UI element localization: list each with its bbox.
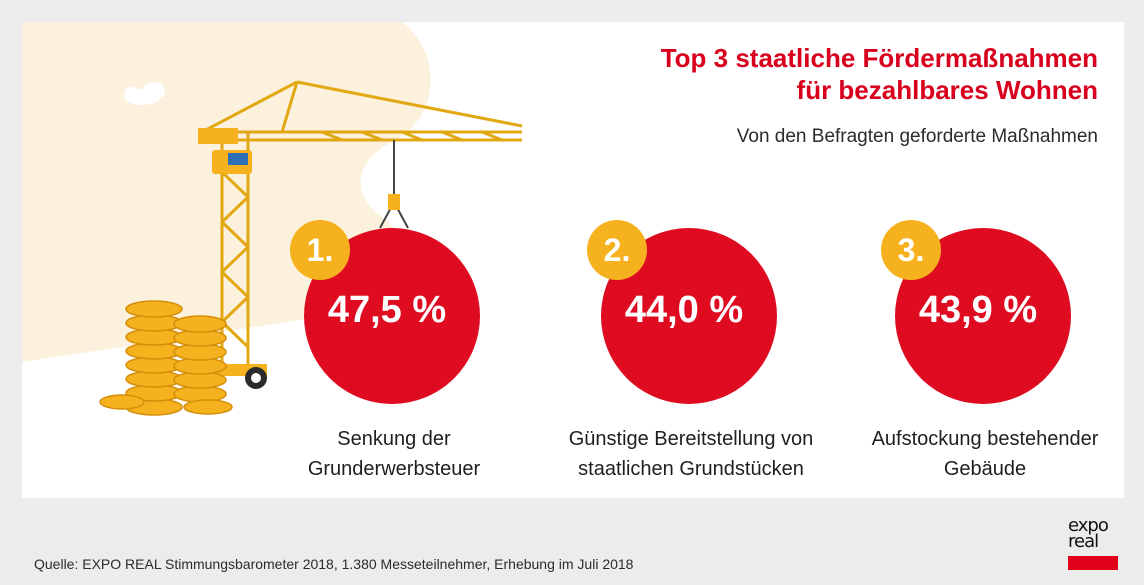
logo-bar (1068, 556, 1118, 570)
logo-line-2: real (1068, 531, 1099, 552)
metric-label: Aufstockung bestehender Gebäude (835, 424, 1124, 484)
metric-label-line-1: Aufstockung bestehender (871, 428, 1099, 450)
metric-label-line-2: staatlichen Grundstücken (578, 458, 804, 480)
crane-illustration (99, 80, 523, 416)
rank-badge: 2. (587, 220, 647, 280)
metric-value: 43,9 % (918, 288, 1038, 331)
metric-label-line-2: Grunderwerbsteuer (307, 458, 481, 480)
metric-label-line-2: Gebäude (943, 458, 1027, 480)
source-note: Quelle: EXPO REAL Stimmungsbarometer 201… (34, 556, 634, 572)
page-title: Top 3 staatliche Fördermaßnahmen für bez… (538, 42, 1098, 106)
metric-label: Senkung der Grunderwerbsteuer (244, 424, 544, 484)
metric-value: 47,5 % (327, 288, 447, 331)
logo-line-1: expo (1068, 515, 1109, 536)
cloud-icon (124, 82, 165, 105)
rank-badge: 1. (290, 220, 350, 280)
rank-badge: 3. (881, 220, 941, 280)
coin-stacks-illustration (99, 300, 233, 416)
metric-label: Günstige Bereitstellung von staatlichen … (541, 424, 841, 484)
expo-real-logo: expo real (1068, 515, 1118, 570)
title-line-2: für bezahlbares Wohnen (796, 75, 1098, 105)
metric-value: 44,0 % (624, 288, 744, 331)
metric-label-line-1: Günstige Bereitstellung von (568, 428, 814, 450)
infographic-card: Top 3 staatliche Fördermaßnahmen für bez… (22, 22, 1124, 498)
subtitle: Von den Befragten geforderte Maßnahmen (736, 126, 1098, 147)
value-circle: 47,5 % (304, 228, 480, 404)
title-line-1: Top 3 staatliche Fördermaßnahmen (660, 43, 1098, 73)
metric-label-line-1: Senkung der (337, 428, 451, 450)
